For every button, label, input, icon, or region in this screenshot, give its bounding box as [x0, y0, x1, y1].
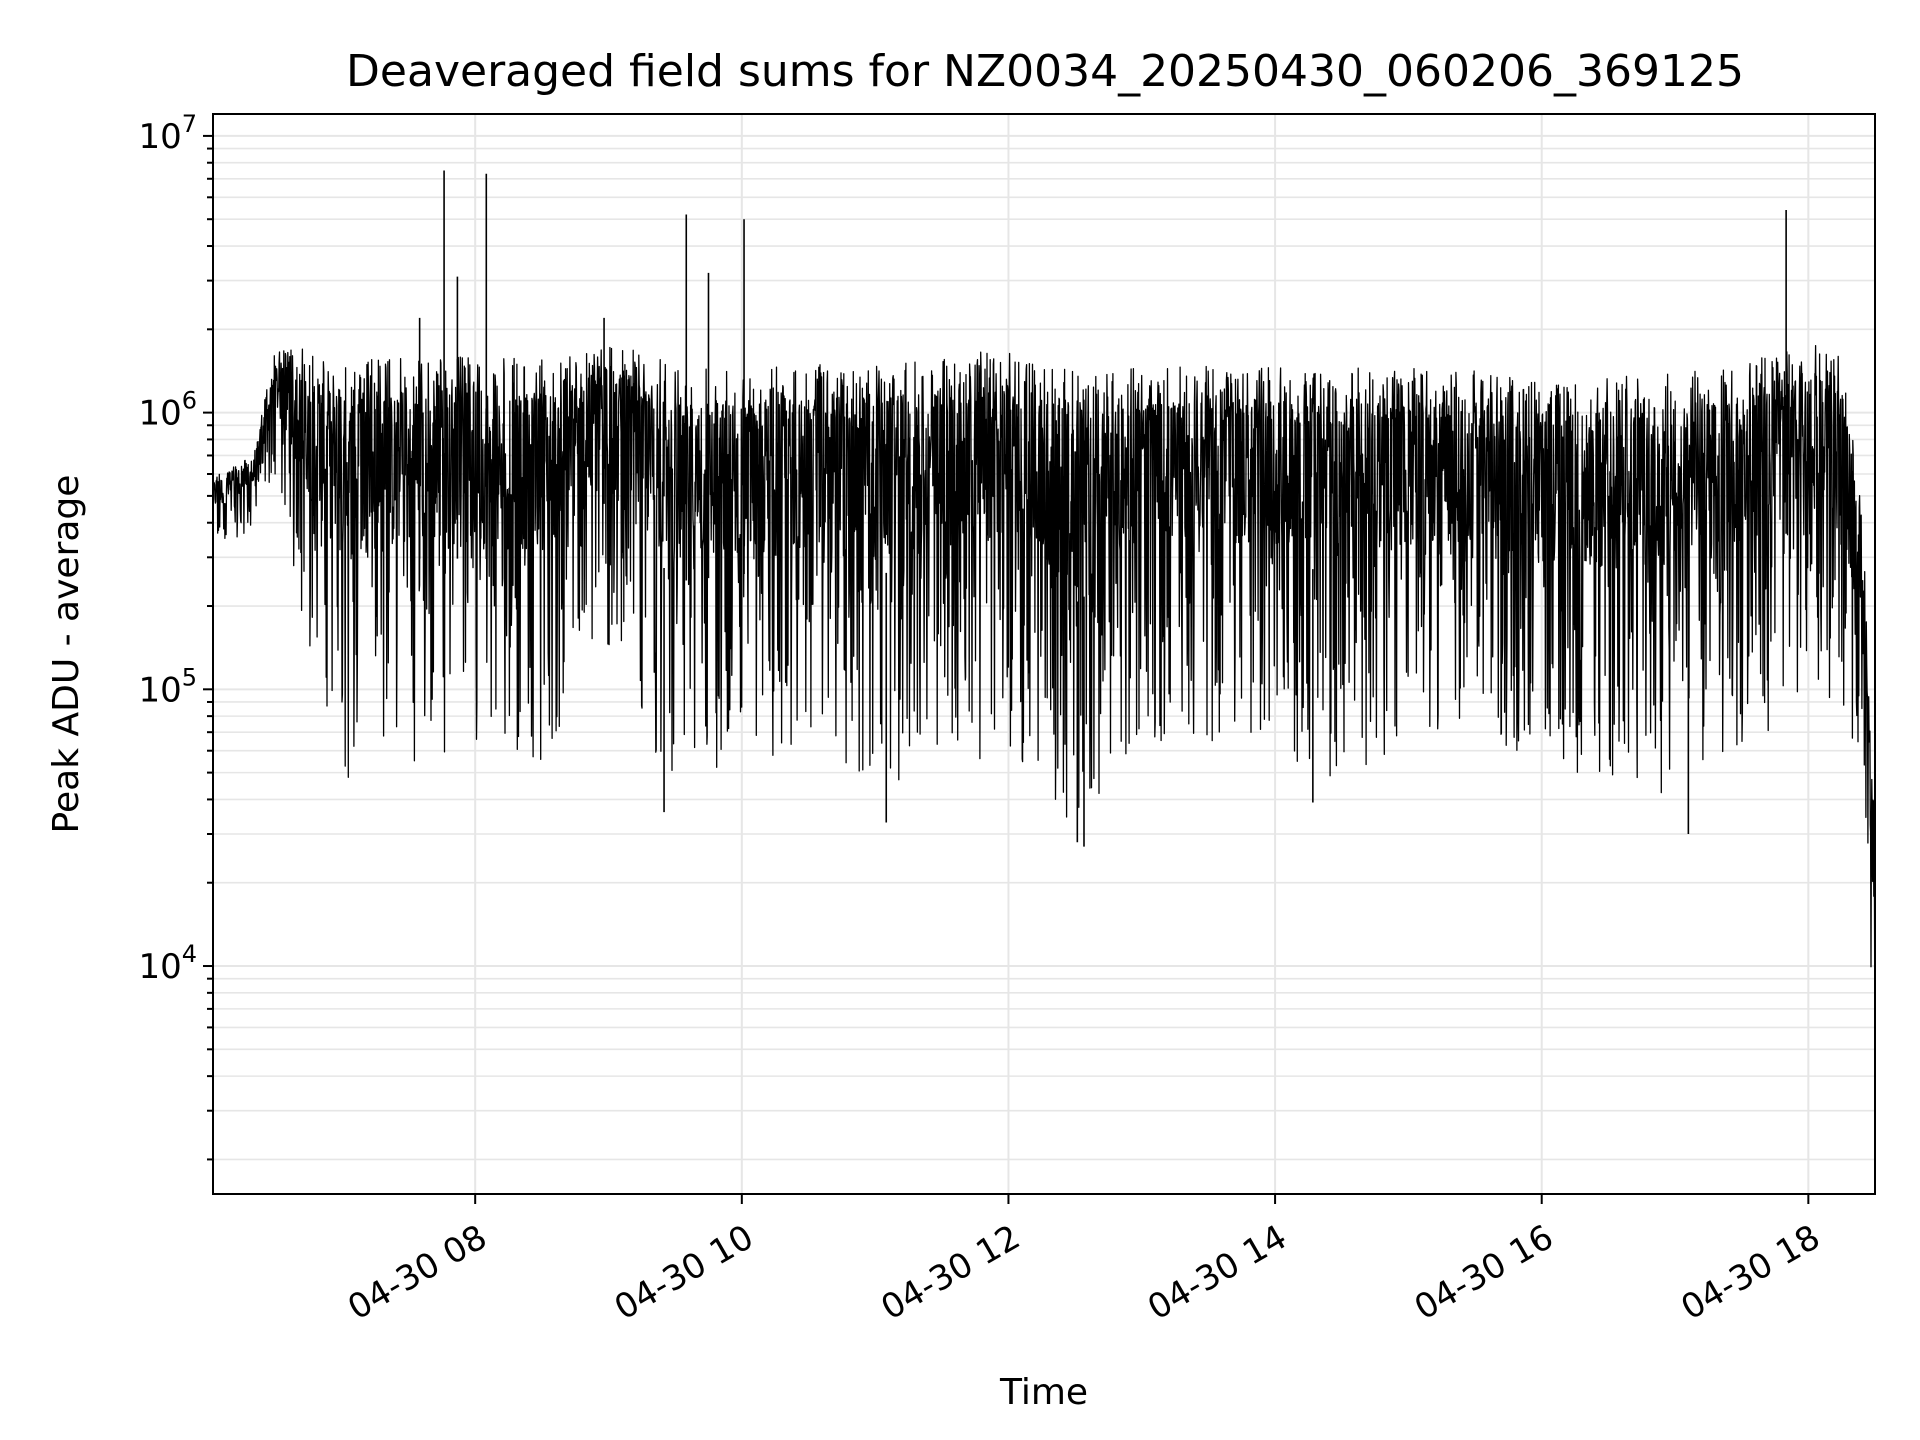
series-line [212, 170, 1876, 1108]
chart-title: Deaveraged field sums for NZ0034_2025043… [346, 46, 1744, 97]
y-tick-label: 106 [138, 387, 197, 434]
plot-area [212, 113, 1876, 1195]
y-axis-label: Peak ADU - average [46, 475, 87, 834]
series-trace [212, 344, 1876, 1108]
y-axis: 104 105 106 107 [138, 110, 213, 1161]
y-tick-label: 104 [138, 940, 197, 987]
y-tick-label: 105 [138, 663, 197, 710]
y-tick-label: 107 [138, 110, 197, 157]
x-axis-label: Time [999, 1372, 1088, 1413]
